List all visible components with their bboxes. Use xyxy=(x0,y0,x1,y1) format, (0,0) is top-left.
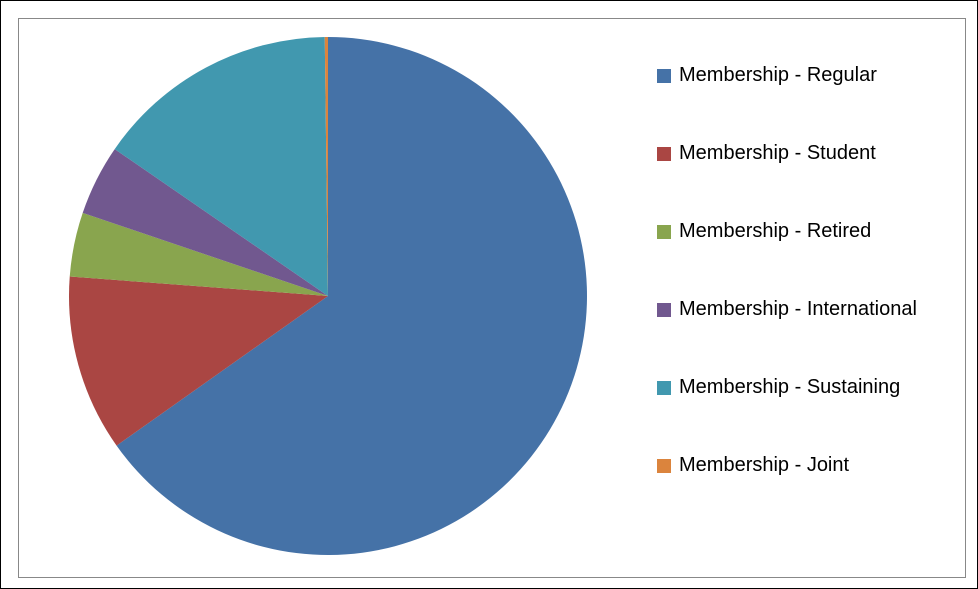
legend-swatch xyxy=(657,147,671,161)
legend: Membership - Regular Membership - Student… xyxy=(657,60,957,528)
legend-label: Membership - Retired xyxy=(679,220,872,242)
legend-label: Membership - Student xyxy=(679,142,876,164)
legend-label: Membership - Joint xyxy=(679,454,850,476)
legend-label: Membership - Regular xyxy=(679,64,877,86)
legend-swatch xyxy=(657,459,671,473)
legend-swatch xyxy=(657,225,671,239)
legend-item: Membership - Regular xyxy=(657,60,934,138)
pie-slice xyxy=(69,212,329,296)
chart-area xyxy=(18,18,966,578)
pie-slice xyxy=(69,276,329,446)
legend-item: Membership - Retired xyxy=(657,216,934,294)
legend-item: Membership - Sustaining xyxy=(657,372,934,450)
legend-swatch xyxy=(657,381,671,395)
legend-swatch xyxy=(657,303,671,317)
legend-item: Membership - Joint xyxy=(657,450,934,528)
legend-label: Membership - Sustaining xyxy=(679,376,901,398)
legend-swatch xyxy=(657,69,671,83)
pie-slice xyxy=(324,37,328,296)
legend-item: Membership - Student xyxy=(657,138,934,216)
pie-slice xyxy=(114,37,329,297)
pie-slice xyxy=(82,149,328,296)
legend-item: Membership - International xyxy=(657,294,934,372)
legend-label: Membership - International xyxy=(679,298,917,320)
pie-slice xyxy=(116,37,587,555)
